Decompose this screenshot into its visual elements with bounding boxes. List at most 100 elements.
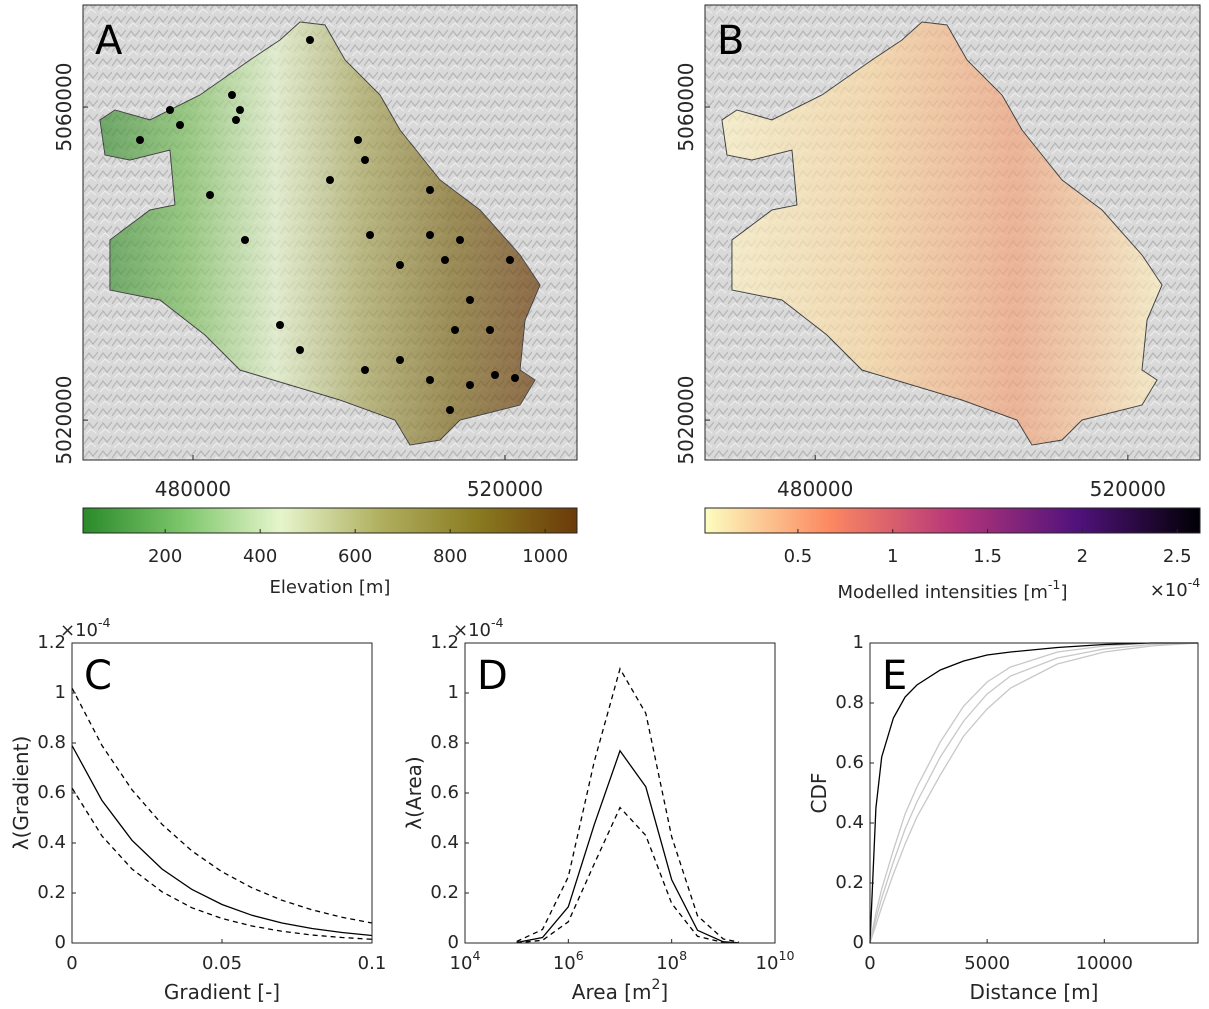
x-tick-label: 480000 bbox=[777, 477, 853, 501]
y-tick-label: 0.2 bbox=[835, 872, 864, 893]
landslide-dot bbox=[166, 106, 174, 114]
colorbar-tick-label: 1.5 bbox=[973, 546, 1002, 567]
x-tick-label: 108 bbox=[656, 948, 687, 974]
landslide-dot bbox=[136, 136, 144, 144]
drainage-texture bbox=[722, 22, 1162, 445]
colorbar-label: Elevation [m] bbox=[270, 577, 391, 598]
y-tick-label: 1.2 bbox=[37, 632, 66, 653]
axes-frame bbox=[869, 642, 1199, 944]
series-line bbox=[71, 687, 373, 924]
landslide-dot bbox=[466, 296, 474, 304]
y-tick-label: 0.4 bbox=[430, 832, 459, 853]
x-tick-label: 1010 bbox=[756, 948, 795, 974]
series-line bbox=[869, 642, 1198, 944]
y-tick-label: 5020000 bbox=[674, 376, 698, 465]
colorbar-tick-label: 2 bbox=[1077, 546, 1088, 567]
axes-background bbox=[72, 643, 372, 943]
landslide-dot bbox=[426, 231, 434, 239]
x-tick-label: 480000 bbox=[155, 477, 231, 501]
series-line bbox=[869, 642, 1198, 944]
y-tick-label: 5060000 bbox=[674, 63, 698, 152]
landslide-dot bbox=[396, 261, 404, 269]
landslide-dot bbox=[491, 371, 499, 379]
y-tick-label: 1 bbox=[55, 682, 66, 703]
x-tick-label: 0.1 bbox=[358, 953, 387, 974]
landslide-dot bbox=[486, 326, 494, 334]
colorbar bbox=[704, 507, 1201, 534]
colorbar-multiplier: ×10-4 bbox=[1150, 575, 1201, 601]
colorbar-label: Modelled intensities [m-1] bbox=[838, 577, 1068, 603]
y-axis-label: CDF bbox=[807, 773, 831, 814]
series-line bbox=[516, 667, 739, 943]
y-tick-label: 5020000 bbox=[52, 376, 76, 465]
series-line bbox=[869, 642, 1199, 944]
x-tick-label: 520000 bbox=[467, 477, 543, 501]
y-tick-label: 0.4 bbox=[835, 812, 864, 833]
series-line bbox=[71, 787, 373, 940]
y-axis-label: λ(Area) bbox=[402, 756, 426, 829]
y-tick-label: 0.2 bbox=[37, 882, 66, 903]
y-tick-label: 0.8 bbox=[430, 732, 459, 753]
landslide-dot bbox=[354, 136, 362, 144]
x-tick-label: 0 bbox=[66, 953, 77, 974]
landslide-dot bbox=[396, 356, 404, 364]
landslide-dot bbox=[441, 256, 449, 264]
landslide-dot bbox=[326, 176, 334, 184]
y-tick-label: 1 bbox=[448, 682, 459, 703]
axes-background bbox=[870, 643, 1198, 943]
x-tick-label: 104 bbox=[450, 948, 481, 974]
landslide-dot bbox=[466, 381, 474, 389]
landslide-dot bbox=[506, 256, 514, 264]
y-tick-label: 0 bbox=[853, 932, 864, 953]
panel-label: D bbox=[477, 653, 508, 699]
x-axis-label: Distance [m] bbox=[970, 980, 1099, 1004]
landslide-dot bbox=[366, 231, 374, 239]
landslide-dot bbox=[426, 376, 434, 384]
colorbar-tick-label: 0.5 bbox=[784, 546, 813, 567]
landslide-dot bbox=[446, 406, 454, 414]
colorbar-tick-label: 1000 bbox=[522, 546, 568, 567]
x-tick-label: 0.05 bbox=[202, 953, 242, 974]
colorbar-tick-label: 400 bbox=[243, 546, 277, 567]
panel-label: A bbox=[95, 18, 123, 64]
landslide-dot bbox=[451, 326, 459, 334]
landslide-dot bbox=[361, 156, 369, 164]
panel-label: C bbox=[84, 653, 112, 699]
x-tick-label: 10000 bbox=[1076, 953, 1133, 974]
x-tick-label: 5000 bbox=[964, 953, 1010, 974]
axes-background bbox=[465, 643, 775, 943]
y-tick-label: 0.6 bbox=[37, 782, 66, 803]
y-tick-label: 0.2 bbox=[430, 882, 459, 903]
series-line bbox=[869, 642, 1199, 944]
axes-frame bbox=[82, 4, 578, 461]
landslide-dot bbox=[206, 191, 214, 199]
landslide-dot bbox=[511, 374, 519, 382]
landslide-dot bbox=[276, 321, 284, 329]
y-tick-label: 1 bbox=[853, 632, 864, 653]
colorbar-tick-label: 1 bbox=[887, 546, 898, 567]
panel-label: B bbox=[717, 18, 744, 64]
y-tick-label: 1.2 bbox=[430, 632, 459, 653]
colorbar-tick-label: 600 bbox=[338, 546, 372, 567]
landslide-dot bbox=[456, 236, 464, 244]
x-tick-label: 0 bbox=[864, 953, 875, 974]
series-line bbox=[71, 745, 373, 937]
axis-multiplier: ×10-4 bbox=[60, 615, 111, 641]
x-axis-label: Area [m2] bbox=[572, 977, 668, 1004]
y-tick-label: 0.6 bbox=[430, 782, 459, 803]
colorbar-tick-label: 2.5 bbox=[1163, 546, 1192, 567]
landslide-dot bbox=[306, 36, 314, 44]
axes-frame bbox=[704, 4, 1201, 461]
y-tick-label: 0 bbox=[448, 932, 459, 953]
colorbar-tick-label: 200 bbox=[148, 546, 182, 567]
y-tick-label: 0.8 bbox=[835, 692, 864, 713]
x-axis-label: Gradient [-] bbox=[164, 980, 280, 1004]
axis-multiplier: ×10-4 bbox=[453, 615, 504, 641]
landslide-dot bbox=[232, 116, 240, 124]
panel-label: E bbox=[882, 653, 907, 699]
landslide-dot bbox=[176, 121, 184, 129]
landslide-dot bbox=[361, 366, 369, 374]
landslide-dot bbox=[241, 236, 249, 244]
series-line bbox=[516, 749, 739, 944]
